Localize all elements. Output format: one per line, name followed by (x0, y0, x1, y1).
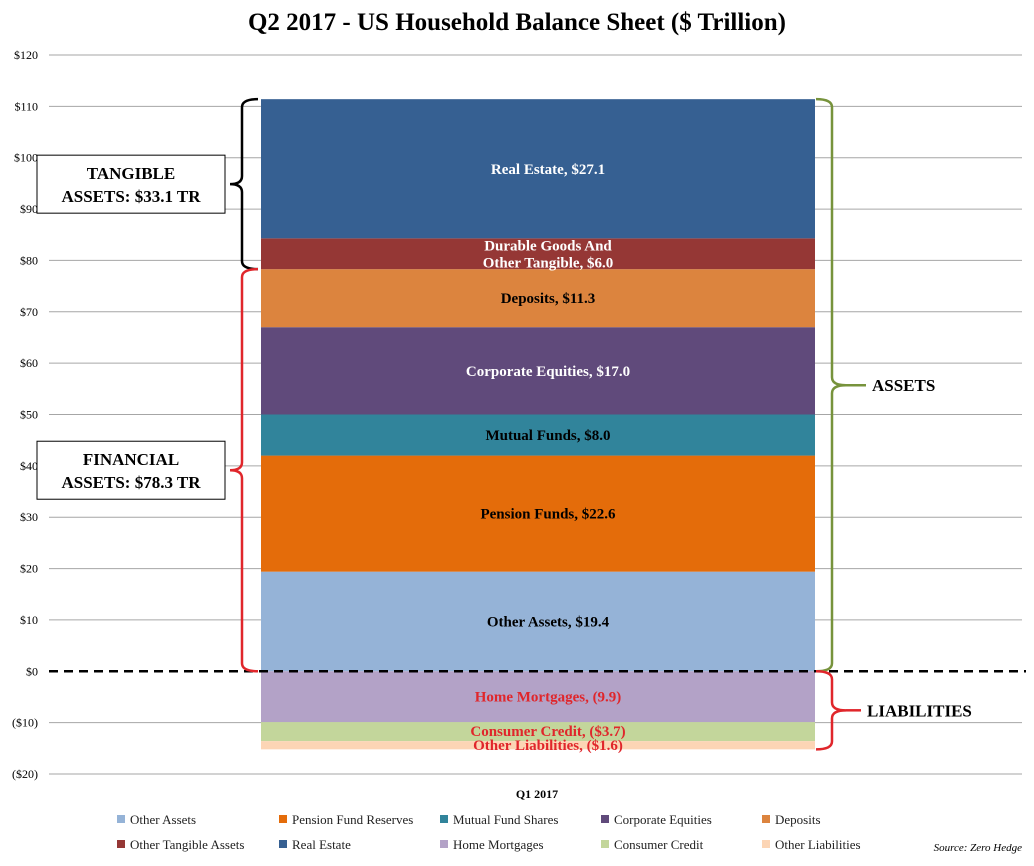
legend-swatch (601, 840, 609, 848)
legend-label: Consumer Credit (614, 837, 704, 852)
segment-label: Other Liabilities, ($1.6) (473, 738, 623, 754)
segment-label: Other Tangible, $6.0 (483, 255, 614, 271)
bar-segment (261, 238, 815, 270)
legend-label: Corporate Equities (614, 812, 712, 827)
y-tick-label: ($10) (12, 716, 38, 730)
segment-label: Other Assets, $19.4 (487, 614, 610, 630)
legend-label: Mutual Fund Shares (453, 812, 558, 827)
legend-swatch (117, 840, 125, 848)
bracket (229, 97, 259, 271)
bracket-annotations: TANGIBLE ASSETS: $33.1 TR FINANCIAL ASSETS:… (36, 97, 972, 751)
bar-segment (261, 99, 815, 239)
legend-swatch (601, 815, 609, 823)
y-tick-label: $110 (14, 99, 38, 113)
chart-title: Q2 2017 - US Household Balance Sheet ($ … (248, 9, 786, 36)
y-tick-label: $10 (20, 613, 38, 627)
bracket (229, 267, 259, 673)
bar-segment (261, 455, 815, 572)
segment-label: Corporate Equities, $17.0 (466, 364, 630, 380)
y-tick-label: $50 (20, 408, 38, 422)
y-tick-label: $60 (20, 356, 38, 370)
legend-label: Real Estate (292, 837, 351, 852)
legend-label: Pension Fund Reserves (292, 812, 413, 827)
segment-label: Home Mortgages, (9.9) (475, 690, 622, 706)
y-tick-label: $0 (26, 664, 38, 678)
legend-swatch (762, 815, 770, 823)
y-tick-label: $90 (20, 202, 38, 216)
bracket (815, 670, 847, 751)
legend-label: Deposits (775, 812, 821, 827)
segment-label: Pension Funds, $22.6 (480, 507, 616, 523)
legend-label: Home Mortgages (453, 837, 544, 852)
annotation-label: ASSETS (872, 376, 935, 395)
legend-swatch (279, 815, 287, 823)
legend-swatch (762, 840, 770, 848)
bar-segment (261, 269, 815, 328)
annotation-label: FINANCIAL (83, 450, 179, 469)
segment-label: Deposits, $11.3 (501, 291, 596, 307)
y-tick-label: $120 (14, 48, 38, 62)
stacked-bar (261, 99, 815, 750)
bracket (815, 97, 847, 673)
y-axis-ticks: $120 $110 $100 $90 $80 $70 $60 $50 $40 $30 $20 $10 $… (12, 48, 38, 781)
legend: Other Assets Pension Fund Reserves Mutual … (117, 812, 861, 852)
y-tick-label: $80 (20, 253, 38, 267)
bar-segment (261, 671, 815, 723)
annotation-box (36, 440, 226, 500)
y-tick-label: $40 (20, 459, 38, 473)
segment-labels: Other Assets, $19.4 Pension Funds, $22.6 M… (466, 162, 630, 754)
bar-segment (261, 327, 815, 415)
bar-segment (261, 414, 815, 456)
y-tick-label: $20 (20, 562, 38, 576)
annotation-label: TANGIBLE (87, 164, 176, 183)
legend-swatch (440, 840, 448, 848)
legend-swatch (279, 840, 287, 848)
segment-label: Consumer Credit, ($3.7) (470, 724, 625, 740)
bar-segment (261, 722, 815, 742)
annotation-box (36, 154, 226, 214)
source-note: Source: Zero Hedge (934, 842, 1022, 854)
y-tick-label: ($20) (12, 767, 38, 781)
bar-segment (261, 741, 815, 750)
y-tick-label: $100 (14, 151, 38, 165)
category-label: Q1 2017 (516, 787, 558, 801)
y-tick-label: $70 (20, 305, 38, 319)
annotation-label: ASSETS: $78.3 TR (61, 473, 201, 492)
annotation-label: LIABILITIES (867, 701, 972, 720)
legend-swatch (117, 815, 125, 823)
segment-label: Durable Goods And (484, 238, 612, 254)
annotation-label: ASSETS: $33.1 TR (61, 187, 201, 206)
legend-label: Other Assets (130, 812, 196, 827)
segment-label: Real Estate, $27.1 (491, 162, 605, 178)
legend-swatch (440, 815, 448, 823)
legend-label: Other Tangible Assets (130, 837, 244, 852)
bar-segment (261, 571, 815, 672)
segment-label: Mutual Funds, $8.0 (485, 428, 610, 444)
y-tick-label: $30 (20, 510, 38, 524)
legend-label: Other Liabilities (775, 837, 861, 852)
